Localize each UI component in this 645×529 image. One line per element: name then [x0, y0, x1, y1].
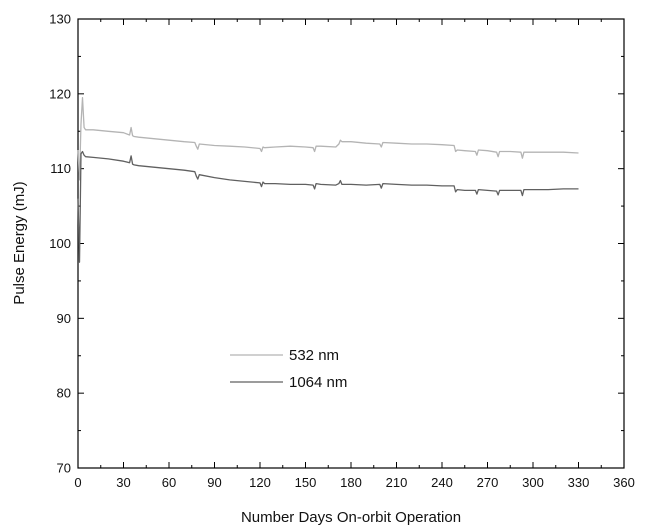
x-tick-label: 240 [431, 475, 453, 490]
y-tick-label: 130 [49, 12, 71, 27]
x-tick-label: 270 [477, 475, 499, 490]
x-tick-label: 90 [207, 475, 221, 490]
y-tick-label: 70 [57, 461, 71, 476]
legend-label: 1064 nm [289, 374, 347, 391]
x-tick-label: 120 [249, 475, 271, 490]
data-series [77, 96, 579, 263]
x-tick-label: 150 [295, 475, 317, 490]
y-tick-label: 80 [57, 386, 71, 401]
axis-ticks [77, 18, 625, 469]
series-line-1064nm [77, 150, 579, 263]
axis-tick-labels: 0 30 60 90 120 150 180 210 240 270 300 330 360 70 80 90… [49, 12, 635, 491]
x-tick-label: 180 [340, 475, 362, 490]
x-tick-label: 0 [74, 475, 81, 490]
legend-label: 532 nm [289, 347, 339, 364]
y-axis-title: Pulse Energy (mJ) [11, 181, 28, 304]
x-tick-label: 300 [522, 475, 544, 490]
y-tick-label: 110 [50, 161, 71, 176]
x-tick-label: 330 [568, 475, 590, 490]
x-tick-label: 360 [613, 475, 635, 490]
legend: 532 nm 1064 nm [230, 347, 347, 391]
x-tick-label: 60 [162, 475, 176, 490]
x-axis-title: Number Days On-orbit Operation [241, 509, 461, 526]
x-tick-label: 30 [116, 475, 130, 490]
plot-area-frame [77, 18, 625, 469]
y-tick-label: 90 [57, 311, 71, 326]
series-line-532nm [77, 96, 579, 181]
x-tick-label: 210 [386, 475, 408, 490]
y-tick-label: 120 [49, 86, 71, 101]
y-tick-label: 100 [49, 236, 71, 251]
